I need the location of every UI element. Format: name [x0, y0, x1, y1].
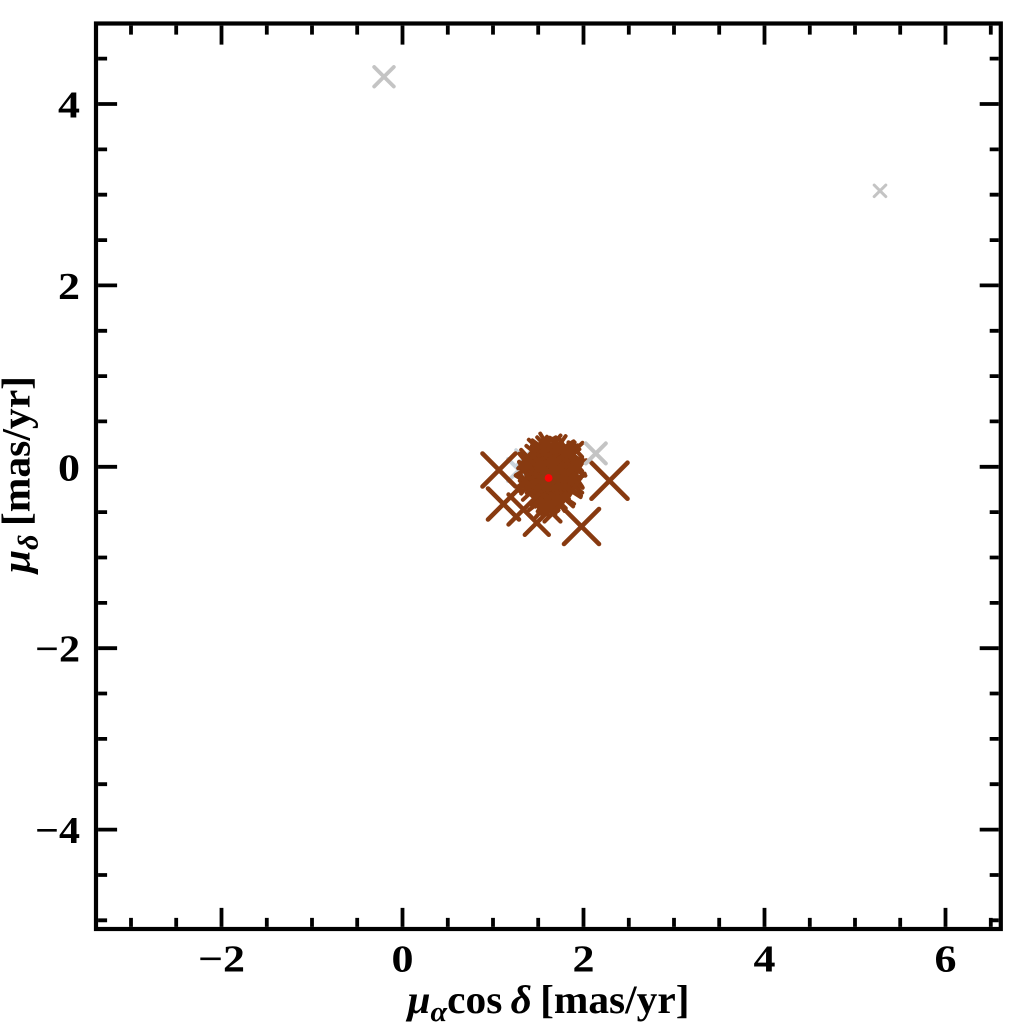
- svg-text:0: 0: [392, 939, 414, 981]
- svg-text:μαcos δ [mas/yr]: μαcos δ [mas/yr]: [405, 977, 689, 1024]
- svg-text:−4: −4: [35, 810, 80, 852]
- svg-text:4: 4: [58, 85, 80, 127]
- svg-text:6: 6: [935, 939, 957, 981]
- svg-text:−2: −2: [35, 629, 80, 671]
- svg-text:4: 4: [754, 939, 776, 981]
- svg-text:−2: −2: [198, 939, 245, 981]
- svg-text:μδ [mas/yr]: μδ [mas/yr]: [0, 376, 45, 575]
- svg-text:2: 2: [58, 266, 80, 308]
- svg-text:2: 2: [573, 939, 595, 981]
- svg-text:0: 0: [58, 447, 80, 489]
